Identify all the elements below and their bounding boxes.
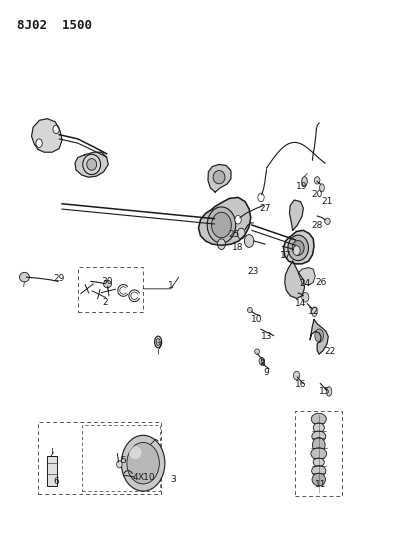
Circle shape [302,293,309,302]
Polygon shape [283,230,314,264]
Text: 23: 23 [247,268,259,276]
Circle shape [53,125,59,134]
Ellipse shape [104,280,112,288]
Ellipse shape [207,207,236,243]
Ellipse shape [288,235,308,261]
Circle shape [237,228,245,239]
Polygon shape [75,152,108,177]
Text: 4: 4 [132,473,138,482]
Text: 16: 16 [295,380,306,389]
Ellipse shape [129,446,142,459]
Text: 15: 15 [319,387,331,396]
Text: 26: 26 [316,278,327,287]
Text: X10: X10 [137,473,155,482]
Polygon shape [298,268,315,285]
Ellipse shape [311,448,327,459]
Text: 30: 30 [102,277,113,286]
Circle shape [258,193,264,201]
Text: 18: 18 [231,244,243,253]
Text: 19: 19 [296,182,307,191]
Ellipse shape [315,329,324,342]
Ellipse shape [312,307,317,317]
Ellipse shape [121,435,165,491]
Ellipse shape [313,458,324,466]
Circle shape [235,215,241,224]
Ellipse shape [83,155,100,174]
Ellipse shape [312,438,325,453]
Text: 8J02  1500: 8J02 1500 [17,19,92,33]
Text: 5: 5 [120,456,126,465]
Circle shape [117,461,122,468]
Text: 22: 22 [324,347,335,356]
Ellipse shape [248,308,252,313]
Ellipse shape [313,423,324,432]
Ellipse shape [213,171,225,184]
Bar [47,456,57,486]
Ellipse shape [312,473,326,486]
Text: 11: 11 [314,480,326,489]
Bar [82,425,160,491]
Text: 12: 12 [308,307,319,316]
Ellipse shape [320,184,324,192]
Ellipse shape [19,272,29,282]
Text: 3: 3 [170,475,175,483]
Text: 7: 7 [156,342,162,351]
Text: 8: 8 [259,359,265,368]
Text: 21: 21 [322,197,333,206]
Ellipse shape [312,466,326,476]
Ellipse shape [127,442,159,484]
Ellipse shape [156,338,160,345]
Text: 24: 24 [299,279,310,288]
Text: 1: 1 [168,280,173,289]
Circle shape [293,246,300,255]
Circle shape [36,139,42,148]
Circle shape [259,358,264,365]
Ellipse shape [312,431,326,442]
Text: 10: 10 [251,315,263,324]
Bar [38,422,161,494]
Polygon shape [31,119,62,152]
Bar [78,266,143,312]
Circle shape [245,235,254,247]
Polygon shape [310,320,328,354]
Ellipse shape [311,413,326,425]
Ellipse shape [302,176,307,186]
Polygon shape [208,165,231,192]
Ellipse shape [87,159,96,170]
Circle shape [218,239,225,249]
Ellipse shape [325,218,330,224]
Text: 27: 27 [259,204,271,213]
Text: 2: 2 [103,298,108,307]
Text: 29: 29 [54,273,65,282]
Text: 25: 25 [228,230,240,239]
Text: 13: 13 [261,332,272,341]
Ellipse shape [326,386,332,396]
Polygon shape [289,200,303,230]
Polygon shape [285,261,304,298]
Text: 14: 14 [295,299,306,308]
Circle shape [314,176,320,184]
Text: 17: 17 [280,252,291,260]
Text: 28: 28 [312,221,323,230]
Bar [295,411,342,496]
Text: 20: 20 [312,190,323,199]
Circle shape [293,371,300,379]
Text: 9: 9 [264,368,270,377]
Text: 6: 6 [53,478,59,486]
Ellipse shape [292,240,304,255]
Ellipse shape [255,349,259,354]
Ellipse shape [154,336,162,348]
Polygon shape [198,197,251,245]
Ellipse shape [212,212,231,238]
